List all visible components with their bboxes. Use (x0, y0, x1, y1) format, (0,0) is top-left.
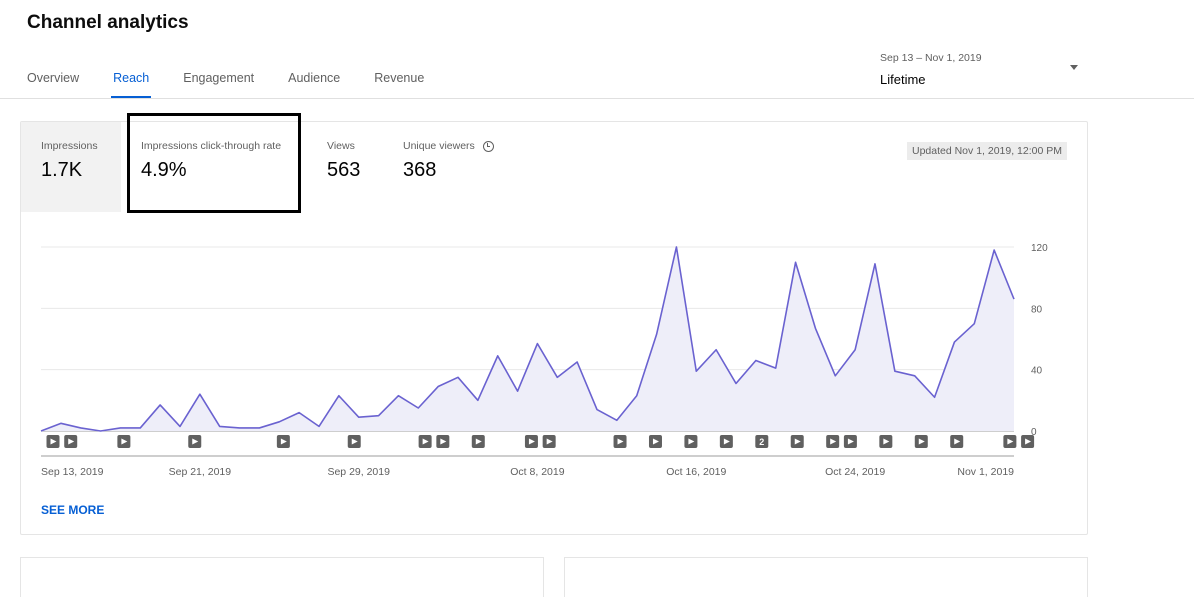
page-title: Channel analytics (27, 12, 189, 33)
date-range-label: Lifetime (880, 72, 926, 87)
lower-card-left (20, 557, 544, 597)
metric-value: 563 (327, 159, 361, 181)
metric-label: Impressions (41, 140, 98, 152)
see-more-link[interactable]: SEE MORE (41, 503, 105, 517)
metric-ctr[interactable]: Impressions click-through rate 4.9% (121, 122, 306, 212)
x-tick-label: Sep 21, 2019 (169, 466, 232, 478)
video-marker-count: 2 (759, 437, 764, 447)
play-icon (1025, 438, 1032, 445)
play-icon (688, 438, 695, 445)
date-range-dropdown[interactable]: Sep 13 – Nov 1, 2019 Lifetime (880, 52, 1086, 90)
play-icon (121, 438, 128, 445)
play-icon (475, 438, 482, 445)
play-icon (440, 438, 447, 445)
area-fill (41, 247, 1014, 431)
y-tick-label: 120 (1031, 243, 1048, 254)
x-tick-label: Nov 1, 2019 (957, 466, 1014, 478)
y-tick-label: 0 (1031, 427, 1037, 438)
play-icon (280, 438, 287, 445)
play-icon (192, 438, 199, 445)
play-icon (883, 438, 890, 445)
play-icon (1007, 438, 1014, 445)
date-range-text: Sep 13 – Nov 1, 2019 (880, 52, 982, 64)
metric-unique-viewers[interactable]: Unique viewers 368 (383, 122, 503, 212)
x-tick-label: Sep 29, 2019 (327, 466, 390, 478)
tab-engagement[interactable]: Engagement (183, 71, 255, 85)
x-tick-label: Oct 16, 2019 (666, 466, 726, 478)
play-icon (918, 438, 925, 445)
updated-badge: Updated Nov 1, 2019, 12:00 PM (906, 142, 1067, 160)
metric-views[interactable]: Views 563 (307, 122, 377, 212)
play-icon (652, 438, 659, 445)
play-icon (50, 438, 57, 445)
y-tick-label: 80 (1031, 304, 1043, 315)
reach-chart-card: Impressions 1.7K Impressions click-throu… (20, 121, 1088, 535)
play-icon (422, 438, 429, 445)
play-icon (954, 438, 961, 445)
play-icon (546, 438, 553, 445)
clock-info-icon[interactable] (482, 140, 494, 152)
video-marker (755, 435, 769, 448)
play-icon (68, 438, 75, 445)
x-tick-label: Sep 13, 2019 (41, 466, 104, 478)
play-icon (528, 438, 535, 445)
tab-revenue[interactable]: Revenue (374, 71, 425, 85)
play-icon (830, 438, 837, 445)
metric-value: 1.7K (41, 159, 83, 181)
metric-value: 368 (403, 159, 437, 181)
tab-audience[interactable]: Audience (288, 71, 341, 85)
tab-reach[interactable]: Reach (111, 60, 152, 98)
x-tick-label: Oct 24, 2019 (825, 466, 885, 478)
metric-label: Views (327, 140, 355, 152)
metric-impressions[interactable]: Impressions 1.7K (21, 122, 121, 212)
series-line (40, 246, 1015, 432)
play-icon (723, 438, 730, 445)
y-tick-label: 40 (1031, 366, 1043, 377)
x-tick-label: Oct 8, 2019 (510, 466, 564, 478)
metric-value: 4.9% (141, 159, 187, 181)
tab-bar: Overview Reach Engagement Audience Reven… (27, 60, 458, 98)
play-icon (617, 438, 624, 445)
play-icon (351, 438, 358, 445)
impressions-chart: 0 40 80 120 2 Sep 13, 2019 Sep 21, 2019 Sep 29,… (40, 243, 1048, 478)
metric-label: Unique viewers (403, 140, 503, 152)
header-divider (0, 98, 1194, 99)
metric-label-text: Unique viewers (403, 140, 475, 152)
play-icon (847, 438, 854, 445)
play-icon (794, 438, 801, 445)
tab-overview[interactable]: Overview (27, 71, 80, 85)
metric-label: Impressions click-through rate (141, 140, 282, 152)
lower-card-right (564, 557, 1088, 597)
caret-down-icon (1070, 65, 1078, 70)
